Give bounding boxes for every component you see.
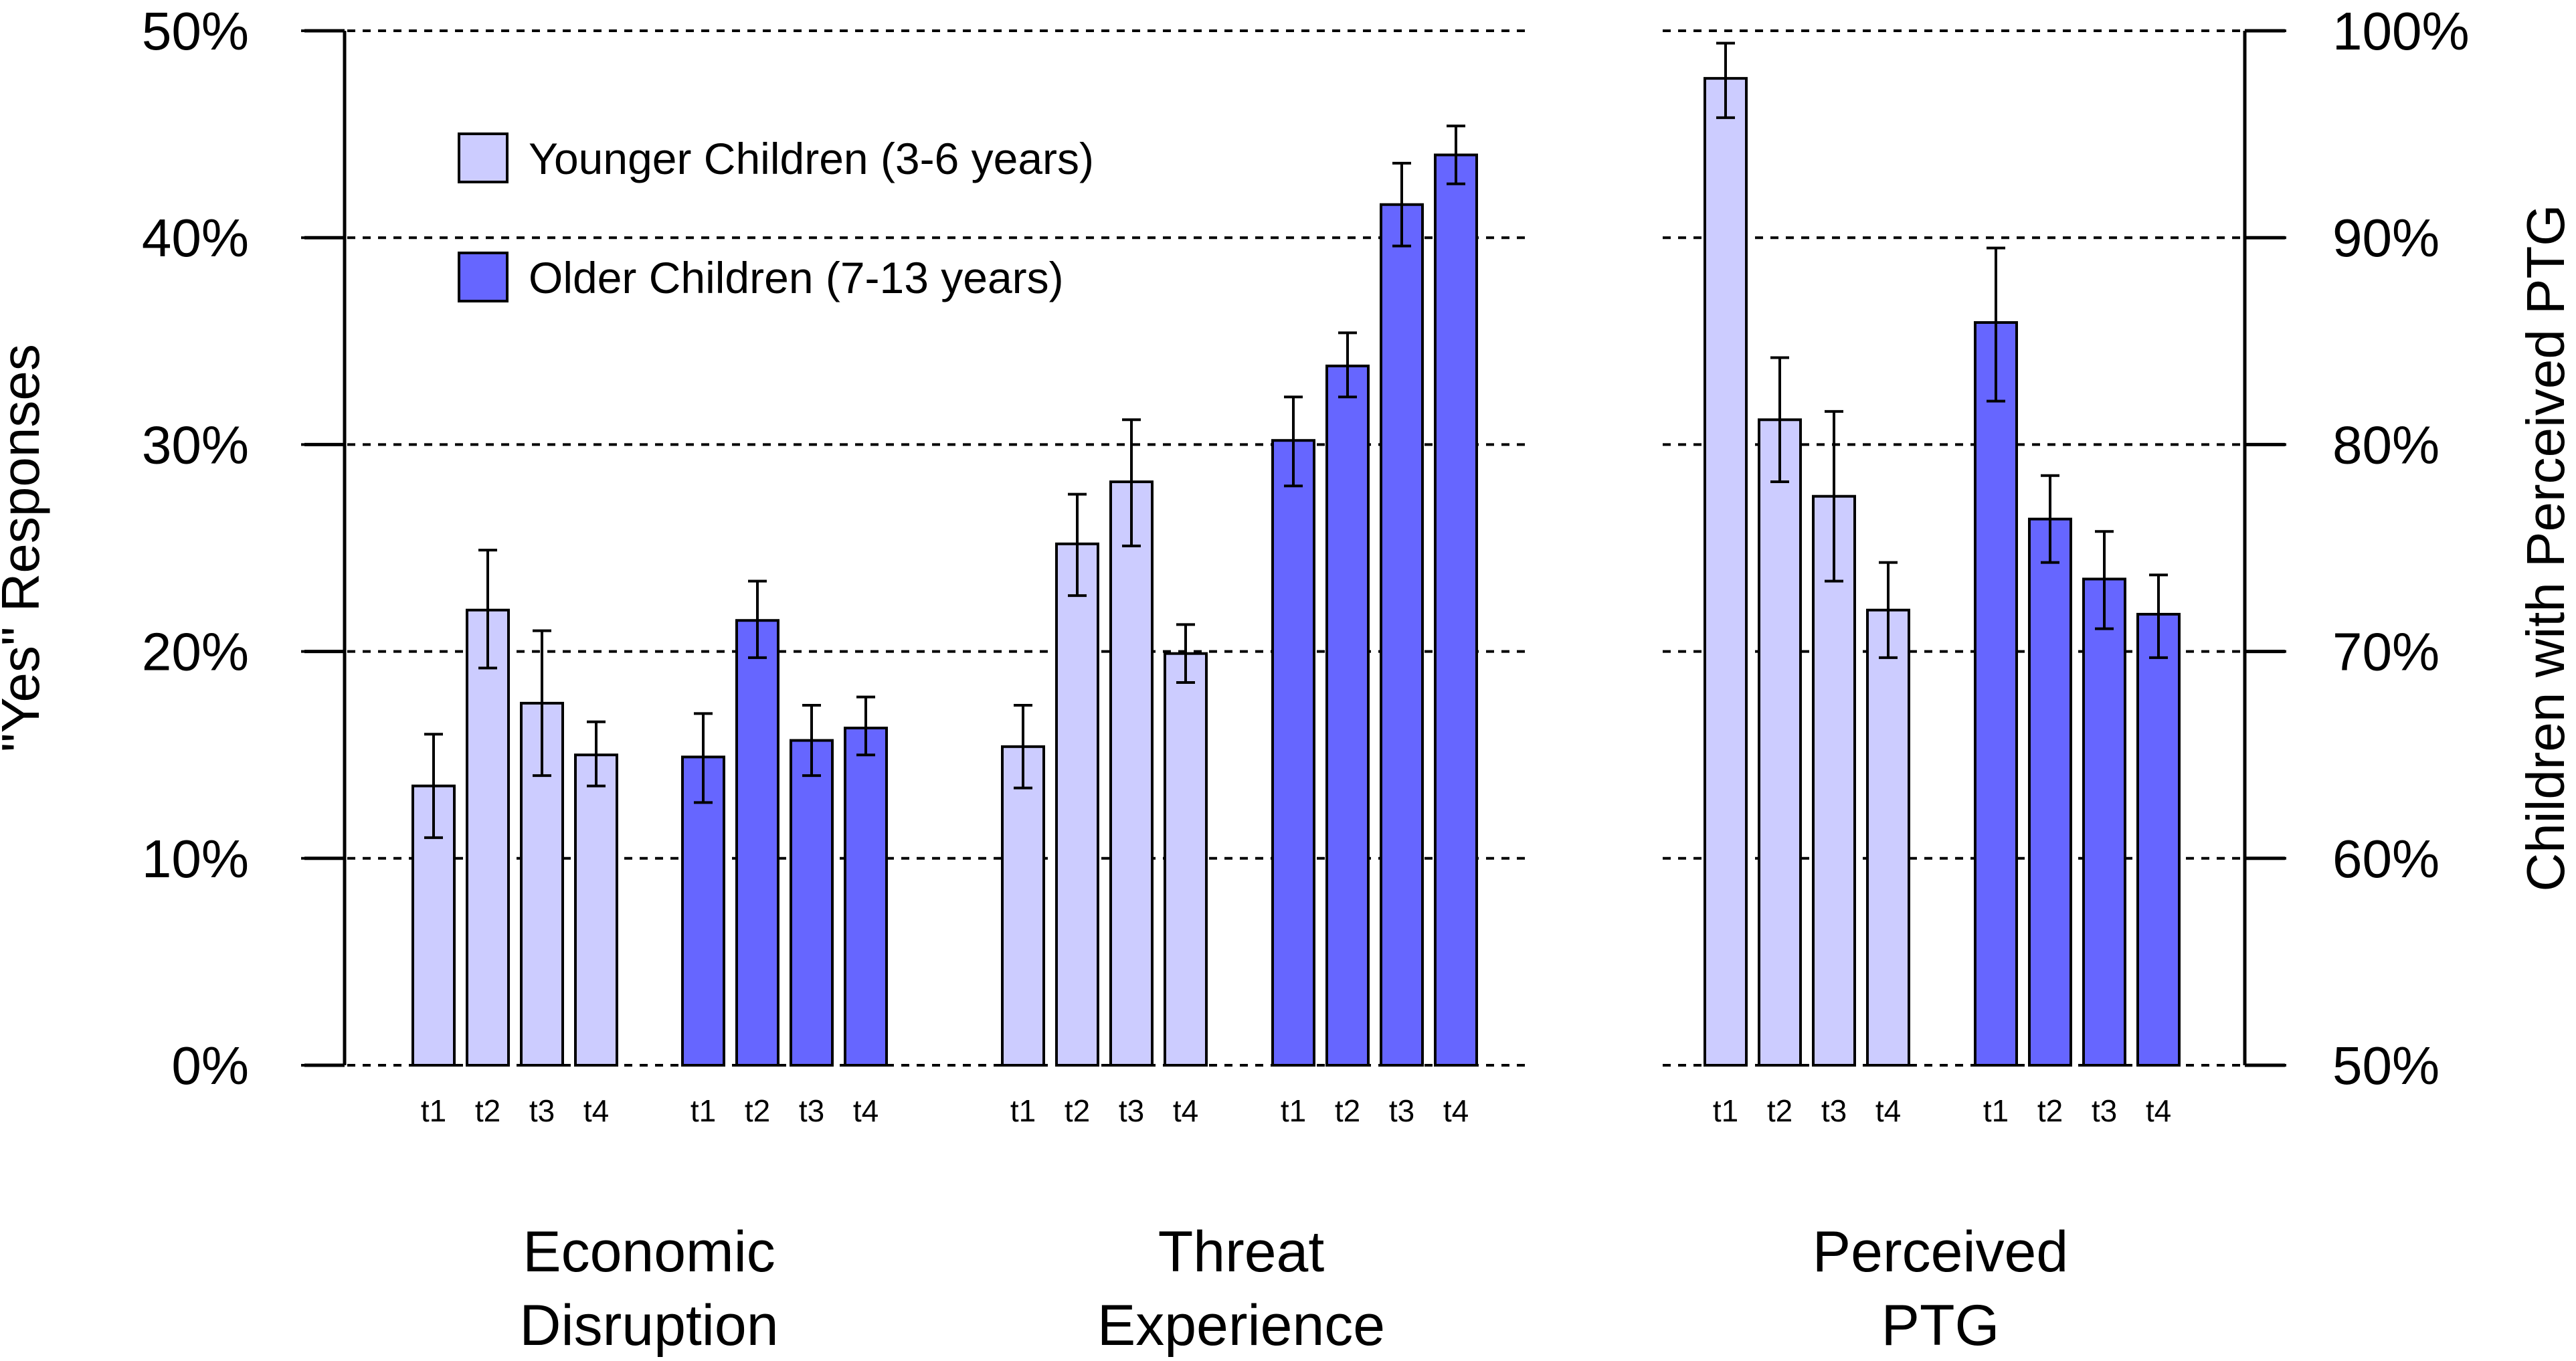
right-axis-tick-label: 100% <box>2332 1 2470 61</box>
x-tick-label: t3 <box>2092 1093 2117 1128</box>
bar <box>1704 77 1748 1067</box>
x-tick-label: t4 <box>583 1093 609 1128</box>
x-tick-label: t3 <box>799 1093 824 1128</box>
x-tick-label: t4 <box>1443 1093 1469 1128</box>
x-tick-label: t1 <box>1713 1093 1738 1128</box>
legend-swatch <box>458 132 509 183</box>
x-tick-label: t2 <box>1335 1093 1360 1128</box>
legend-swatch <box>458 252 509 302</box>
x-tick-label: t2 <box>745 1093 770 1128</box>
bar <box>574 753 618 1067</box>
left-axis-tick-label: 50% <box>142 1 249 61</box>
x-tick-label: t1 <box>1281 1093 1306 1128</box>
bar <box>1271 439 1315 1067</box>
bar <box>1109 480 1154 1067</box>
left-axis-tick-label: 40% <box>142 208 249 268</box>
left-axis-tick-label: 30% <box>142 415 249 474</box>
group-label: Experience <box>1097 1293 1385 1358</box>
x-tick-label: t1 <box>1983 1093 2009 1128</box>
left-axis-tick-label: 10% <box>142 829 249 889</box>
bar <box>1325 364 1370 1067</box>
group-label: Perceived <box>1813 1220 2068 1284</box>
left-axis-tick-label: 0% <box>171 1036 249 1095</box>
axes <box>304 29 2285 1067</box>
x-tick-label: t4 <box>1173 1093 1198 1128</box>
left-axis-title: "Yes" Responses <box>0 344 50 752</box>
right-axis-tick-label: 70% <box>2332 622 2440 682</box>
group-label: Disruption <box>519 1293 778 1358</box>
bar <box>2028 517 2072 1067</box>
group-label: Threat <box>1158 1220 1325 1284</box>
legend-label: Older Children (7-13 years) <box>529 253 1064 302</box>
bar <box>790 739 834 1067</box>
x-tick-label: t1 <box>1010 1093 1036 1128</box>
bar <box>2082 577 2126 1067</box>
bars <box>411 41 2181 1067</box>
bar <box>1001 745 1045 1067</box>
x-tick-label: t3 <box>1821 1093 1847 1128</box>
bar <box>1866 608 1910 1067</box>
bar <box>1812 494 1856 1067</box>
x-tick-label: t1 <box>691 1093 716 1128</box>
bar <box>735 619 779 1067</box>
x-tick-label: t3 <box>1119 1093 1144 1128</box>
x-tick-label: t4 <box>1875 1093 1901 1128</box>
right-axis-tick-label: 80% <box>2332 415 2440 474</box>
bar <box>466 608 510 1067</box>
x-tick-label: t2 <box>475 1093 500 1128</box>
bar <box>1380 203 1424 1067</box>
right-axis-tick-label: 50% <box>2332 1036 2440 1095</box>
x-tick-label: t1 <box>421 1093 446 1128</box>
bar <box>2136 612 2181 1067</box>
right-axis-title: Children with Perceived PTG <box>2516 204 2575 891</box>
group-label: PTG <box>1881 1293 2000 1358</box>
x-tick-label: t2 <box>2037 1093 2063 1128</box>
bar <box>1055 542 1099 1067</box>
x-tick-label: t3 <box>1389 1093 1414 1128</box>
x-tick-label: t4 <box>853 1093 879 1128</box>
right-axis-tick-label: 90% <box>2332 208 2440 268</box>
bar <box>1974 321 2018 1067</box>
group-label: Economic <box>523 1220 775 1284</box>
bar <box>1164 652 1208 1067</box>
x-tick-label: t2 <box>1065 1093 1090 1128</box>
bar <box>1758 418 1802 1067</box>
bar <box>1434 153 1478 1067</box>
legend-label: Younger Children (3-6 years) <box>529 134 1094 183</box>
legend: Younger Children (3-6 years) Older Childr… <box>458 132 1094 302</box>
left-axis-tick-label: 20% <box>142 622 249 682</box>
bar <box>844 727 888 1067</box>
x-tick-label: t3 <box>529 1093 555 1128</box>
x-tick-label: t2 <box>1767 1093 1792 1128</box>
right-axis-tick-label: 60% <box>2332 829 2440 889</box>
x-tick-label: t4 <box>2146 1093 2171 1128</box>
